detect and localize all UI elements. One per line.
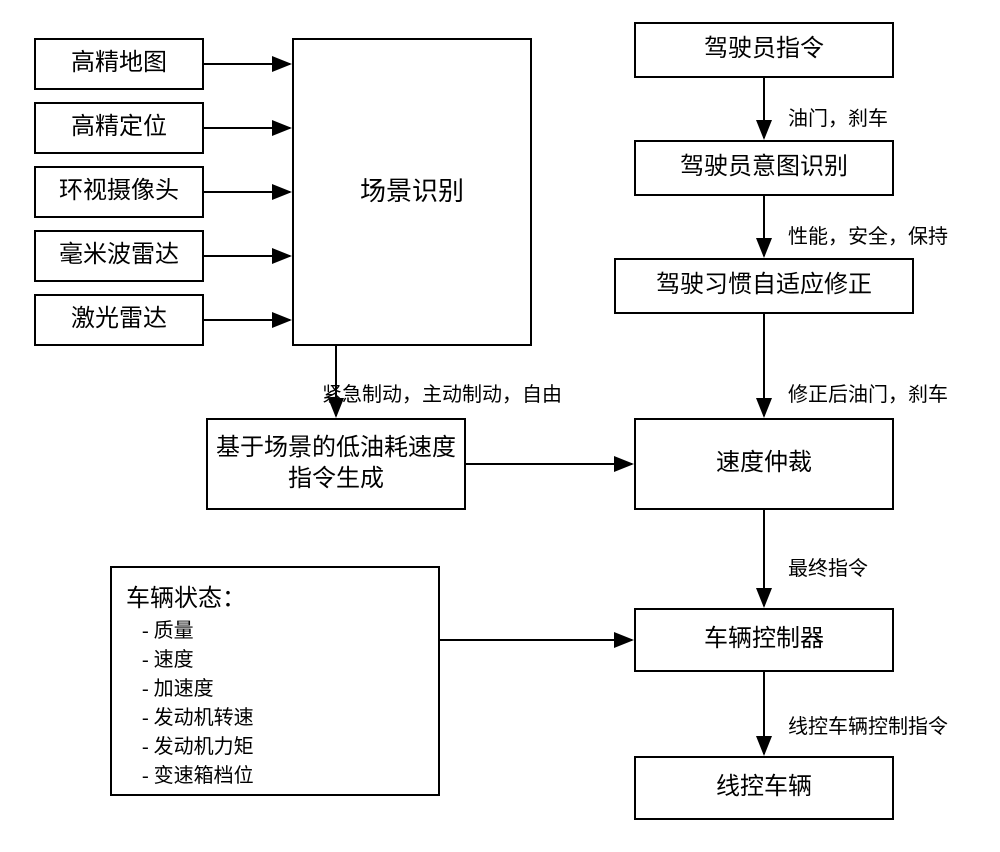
state-item: 发动机转速 <box>142 704 424 733</box>
node-driver-command: 驾驶员指令 <box>634 22 894 78</box>
node-label: 高精地图 <box>71 48 167 79</box>
node-label: 驾驶员指令 <box>704 34 824 65</box>
node-label: 高精定位 <box>71 112 167 143</box>
node-input-mmw-radar: 毫米波雷达 <box>34 230 204 282</box>
node-label: 驾驶习惯自适应修正 <box>656 270 872 301</box>
state-item: 发动机力矩 <box>142 733 424 762</box>
node-label: 车辆控制器 <box>704 624 824 655</box>
node-label: 激光雷达 <box>71 304 167 335</box>
state-item: 变速箱档位 <box>142 762 424 791</box>
state-item: 质量 <box>142 617 424 646</box>
node-wire-vehicle: 线控车辆 <box>634 756 894 820</box>
node-label: 驾驶员意图识别 <box>680 152 848 183</box>
node-driver-intent: 驾驶员意图识别 <box>634 140 894 196</box>
node-label: 毫米波雷达 <box>59 240 179 271</box>
node-habit-adaptive: 驾驶习惯自适应修正 <box>614 258 914 314</box>
node-input-hd-pos: 高精定位 <box>34 102 204 154</box>
edge-label-intent-to-habit: 性能，安全，保持 <box>788 220 948 249</box>
state-item: 加速度 <box>142 675 424 704</box>
state-item: 速度 <box>142 646 424 675</box>
node-vehicle-state: 车辆状态： 质量 速度 加速度 发动机转速 发动机力矩 变速箱档位 <box>110 566 440 796</box>
edge-label-habit-to-arbiter: 修正后油门，刹车 <box>788 378 948 407</box>
edge-label-arbiter-to-controller: 最终指令 <box>788 552 868 581</box>
edge-label-drivercmd-to-intent: 油门，刹车 <box>788 102 888 131</box>
node-label: 速度仲裁 <box>716 448 812 479</box>
node-label: 基于场景的低油耗速度指令生成 <box>216 433 456 495</box>
edge-label-controller-to-vehicle: 线控车辆控制指令 <box>788 710 948 739</box>
edge-label-scene-to-speedgen: 紧急制动，主动制动，自由 <box>322 378 562 407</box>
node-input-hd-map: 高精地图 <box>34 38 204 90</box>
node-label: 场景识别 <box>360 175 464 209</box>
state-title: 车辆状态： <box>126 578 424 613</box>
node-input-lidar: 激光雷达 <box>34 294 204 346</box>
node-label: 线控车辆 <box>716 772 812 803</box>
state-list: 质量 速度 加速度 发动机转速 发动机力矩 变速箱档位 <box>126 617 424 791</box>
node-label: 环视摄像头 <box>59 176 179 207</box>
node-speed-cmd-gen: 基于场景的低油耗速度指令生成 <box>206 418 466 510</box>
node-input-surround-cam: 环视摄像头 <box>34 166 204 218</box>
node-scene-recognition: 场景识别 <box>292 38 532 346</box>
node-speed-arbiter: 速度仲裁 <box>634 418 894 510</box>
node-vehicle-controller: 车辆控制器 <box>634 608 894 672</box>
